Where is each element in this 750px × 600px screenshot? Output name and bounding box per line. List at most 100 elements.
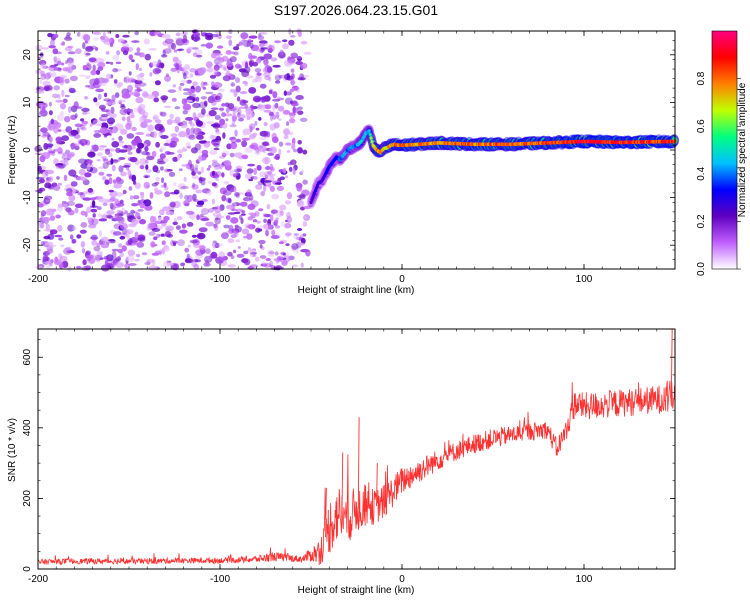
spectrogram-noise-speckle — [288, 39, 295, 46]
spectrogram-noise-speckle — [128, 186, 133, 191]
spectrogram-noise-speckle — [223, 224, 230, 229]
spectrogram-noise-speckle — [260, 96, 270, 101]
spectrogram-noise-speckle — [302, 221, 308, 227]
spectrogram-noise-speckle — [246, 111, 255, 119]
spectrogram-noise-speckle — [299, 73, 304, 81]
spectrogram-noise-speckle — [202, 188, 211, 194]
spectrogram-noise-speckle — [218, 33, 222, 40]
spectrogram-noise-speckle — [241, 137, 251, 141]
spectrogram-noise-speckle — [164, 168, 170, 173]
spectrogram-noise-speckle — [228, 29, 233, 35]
spectrogram-noise-speckle — [187, 88, 196, 94]
spectrogram-noise-speckle — [125, 241, 130, 246]
spectrogram-noise-speckle — [211, 100, 217, 106]
spectrogram-noise-speckle — [225, 107, 230, 114]
spectrogram-noise-speckle — [264, 156, 269, 165]
spectrogram-noise-speckle — [154, 189, 163, 195]
spectrogram-noise-speckle — [53, 60, 58, 65]
spectrogram-noise-speckle — [220, 255, 227, 262]
spectrogram-noise-speckle — [64, 46, 73, 52]
spectrogram-noise-speckle — [248, 212, 257, 216]
spectrogram-noise-speckle — [56, 205, 64, 212]
spectrogram-noise-speckle — [118, 135, 123, 141]
spectrogram-y-tick-label: 20 — [22, 49, 33, 61]
spectrogram-noise-speckle — [166, 233, 174, 238]
spectrogram-noise-speckle — [262, 213, 268, 218]
spectrogram-y-tick-label: -10 — [22, 190, 33, 205]
spectrogram-noise-speckle — [202, 86, 207, 90]
spectrogram-noise-speckle — [87, 217, 91, 221]
spectrogram-noise-speckle — [246, 40, 250, 47]
spectrogram-noise-speckle — [196, 54, 203, 58]
spectrogram-noise-speckle — [126, 133, 135, 139]
spectrogram-noise-speckle — [48, 110, 53, 116]
spectrogram-noise-speckle — [54, 234, 63, 238]
spectrogram-noise-speckle — [143, 174, 151, 179]
spectrogram-noise-speckle — [212, 135, 217, 139]
spectrogram-noise-speckle — [225, 118, 229, 122]
colorbar-tick-label: 0.2 — [696, 214, 707, 228]
spectrogram-noise-speckle — [222, 75, 231, 82]
spectrogram-noise-speckle — [112, 54, 119, 61]
spectrogram-noise-speckle — [182, 110, 188, 115]
spectrogram-noise-speckle — [139, 116, 145, 124]
spectrogram-noise-speckle — [254, 97, 264, 102]
spectrogram-noise-speckle — [260, 47, 269, 50]
spectrogram-noise-speckle — [151, 61, 160, 67]
spectrogram-noise-speckle — [227, 212, 236, 215]
spectrogram-noise-speckle — [275, 80, 281, 84]
spectrogram-noise-speckle — [110, 158, 114, 165]
spectrogram-noise-speckle — [257, 104, 266, 111]
spectrogram-noise-speckle — [269, 123, 276, 131]
snr-series-line — [37, 380, 676, 566]
spectrogram-noise-speckle — [258, 40, 268, 44]
spectrogram-noise-speckle — [74, 145, 80, 151]
spectrogram-noise-speckle — [151, 150, 157, 158]
spectrogram-noise-speckle — [288, 166, 293, 172]
spectrogram-noise-speckle — [183, 92, 192, 96]
spectrogram-noise-speckle — [195, 249, 205, 256]
spectrogram-noise-speckle — [233, 46, 240, 51]
spectrogram-noise-speckle — [159, 148, 163, 153]
spectrogram-noise-speckle — [230, 56, 237, 63]
spectrogram-noise-speckle — [90, 208, 98, 213]
spectrogram-noise-speckle — [74, 49, 80, 54]
spectrogram-noise-speckle — [246, 249, 256, 253]
spectrogram-noise-speckle — [52, 93, 59, 99]
spectrogram-noise-speckle — [173, 189, 180, 195]
spectrogram-noise-speckle — [163, 182, 167, 188]
spectrogram-noise-speckle — [198, 140, 207, 144]
spectrogram-noise-speckle — [83, 34, 91, 42]
spectrogram-noise-speckle — [150, 215, 155, 223]
spectrogram-noise-speckle — [261, 100, 266, 103]
spectrogram-noise-speckle — [92, 213, 96, 218]
spectrogram-noise-speckle — [49, 64, 57, 68]
spectrogram-noise-speckle — [249, 125, 253, 133]
spectrogram-noise-speckle — [159, 209, 165, 216]
spectrogram-noise-speckle — [200, 217, 210, 221]
spectrogram-noise-speckle — [177, 183, 186, 190]
spectrogram-noise-speckle — [284, 73, 291, 81]
spectrogram-noise-speckle — [163, 216, 170, 221]
spectrogram-noise-speckle — [188, 120, 193, 125]
snr-x-tick-label: -100 — [210, 574, 230, 585]
spectrogram-noise-speckle — [90, 234, 98, 241]
spectrogram-noise-speckle — [67, 60, 74, 68]
spectrogram-noise-speckle — [133, 180, 137, 185]
spectrogram-noise-speckle — [59, 255, 68, 262]
spectrogram-noise-speckle — [213, 64, 220, 71]
spectrogram-noise-speckle — [223, 160, 232, 167]
spectrogram-noise-speckle — [107, 100, 116, 106]
spectrogram-noise-speckle — [79, 229, 87, 234]
spectrogram-noise-speckle — [290, 78, 295, 86]
spectrogram-noise-speckle — [289, 88, 294, 93]
spectrogram-noise-speckle — [129, 195, 134, 200]
spectrogram-noise-speckle — [118, 157, 126, 160]
spectrogram-noise-speckle — [86, 206, 92, 213]
spectrogram-noise-speckle — [279, 49, 284, 56]
spectrogram-noise-speckle — [282, 39, 288, 43]
spectrogram-noise-speckle — [198, 177, 206, 182]
spectrogram-ridge-core — [367, 129, 371, 133]
spectrogram-noise-speckle — [252, 61, 259, 67]
spectrogram-noise-speckle — [48, 247, 52, 255]
